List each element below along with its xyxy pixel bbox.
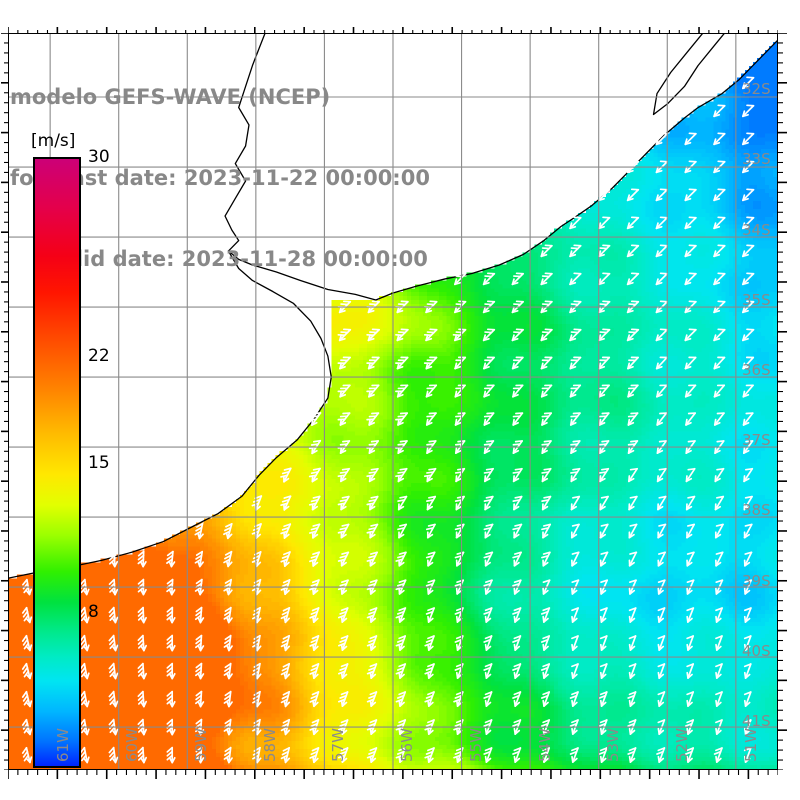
colorbar-unit-label: [m/s]: [31, 131, 76, 151]
lon-label-52W: 52W: [673, 728, 691, 762]
lon-label-53W: 53W: [604, 728, 623, 762]
lat-label-39S: 39S: [742, 571, 771, 590]
map-plot-area: [8, 33, 778, 770]
lon-label-55W: 55W: [466, 728, 485, 762]
colorbar-tick-22: 22: [88, 346, 110, 367]
lat-label-32S: 32S: [742, 80, 771, 99]
lat-label-41S: 41S: [742, 711, 771, 730]
lat-label-35S: 35S: [742, 290, 771, 309]
lat-label-37S: 37S: [742, 431, 771, 450]
colorbar: [33, 157, 81, 768]
colorbar-tick-30: 30: [88, 147, 110, 167]
right-tick-ruler: [778, 33, 787, 770]
lon-label-51W: 51W: [741, 728, 760, 762]
colorbar-tick-15: 15: [88, 452, 110, 473]
bottom-tick-ruler: [8, 770, 778, 779]
lat-label-38S: 38S: [742, 501, 771, 520]
lon-label-61W: 61W: [54, 728, 73, 762]
colorbar-gradient: [33, 157, 81, 768]
lat-label-40S: 40S: [742, 641, 771, 660]
lon-label-58W: 58W: [260, 728, 279, 762]
lat-label-34S: 34S: [742, 220, 771, 239]
lon-label-56W: 56W: [398, 728, 416, 762]
lon-label-57W: 57W: [329, 728, 348, 762]
lon-label-54W: 54W: [535, 728, 554, 762]
wind-speed-raster: [9, 34, 777, 769]
lon-label-59W: 59W: [191, 728, 210, 762]
lat-label-36S: 36S: [742, 360, 771, 379]
colorbar-tick-8: 8: [88, 601, 99, 622]
lon-label-60W: 60W: [123, 728, 141, 762]
lat-label-33S: 33S: [742, 150, 771, 169]
